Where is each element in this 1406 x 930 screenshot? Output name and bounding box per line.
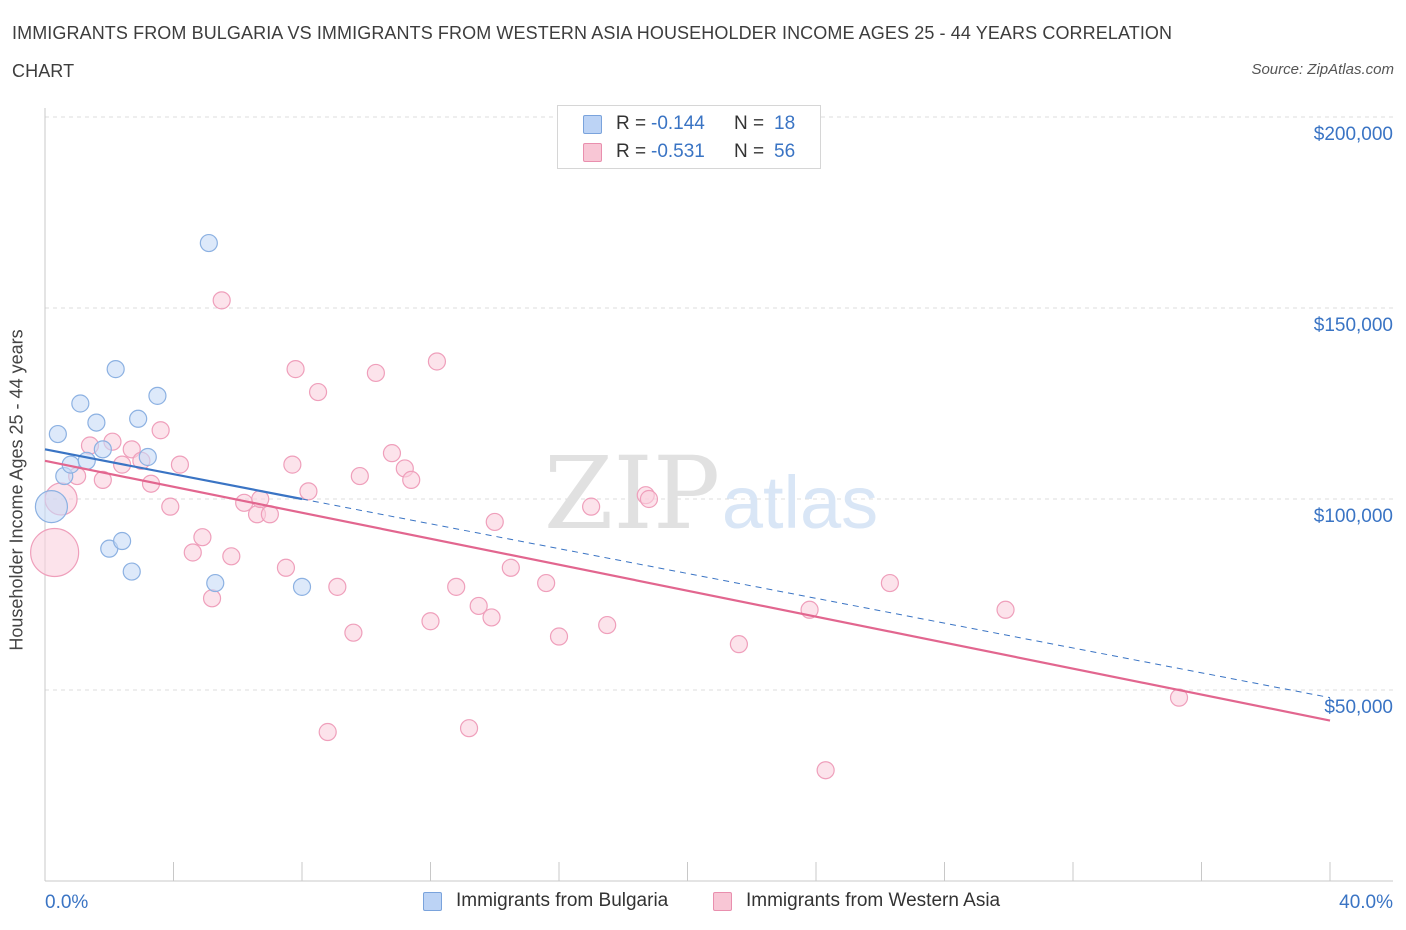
bulgaria-point (71, 394, 90, 413)
bulgaria-point (34, 490, 69, 524)
y-tick-label: $150,000 (1314, 315, 1393, 336)
western-asia-point (482, 608, 501, 627)
bulgaria-point (106, 360, 125, 379)
y-tick-labels: $50,000 $100,000 $150,000 $200,000 (1314, 124, 1393, 718)
title-line-2: CHART (12, 61, 75, 81)
y-tick-label: $100,000 (1314, 506, 1393, 527)
western-asia-point (382, 444, 402, 463)
bulgaria-trend-line (44, 448, 303, 501)
legend-swatch-bulgaria (583, 115, 602, 134)
title-line-1: IMMIGRANTS FROM BULGARIA VS IMMIGRANTS F… (12, 23, 1173, 43)
legend-n-label: N = (734, 113, 765, 134)
bulgaria-point (87, 413, 106, 432)
western-asia-point (996, 600, 1015, 619)
western-asia-point (880, 573, 899, 593)
chart-title: IMMIGRANTS FROM BULGARIA VS IMMIGRANTS F… (12, 20, 1232, 84)
legend-r-value: -0.531 (651, 141, 705, 162)
legend-n-label: N = (734, 141, 765, 162)
legend-n-value: 18 (774, 113, 796, 134)
trend-lines (44, 448, 1331, 722)
western-asia-point (308, 382, 328, 402)
y-tick-label: $50,000 (1324, 697, 1393, 718)
bulgaria-point (148, 386, 167, 405)
bulgaria-point (199, 233, 218, 253)
source-label: Source: ZipAtlas.com (1251, 61, 1394, 78)
western-asia-point (286, 360, 305, 379)
bulgaria-point (206, 573, 225, 593)
data-points (30, 233, 1189, 780)
bulgaria-trend-extension (301, 498, 1331, 699)
watermark-atlas: atlas (722, 461, 878, 544)
series-swatch-western-asia (713, 892, 732, 911)
x-tick-label: 40.0% (1339, 892, 1393, 913)
western-asia-point (30, 527, 80, 578)
western-asia-point (537, 573, 556, 593)
bulgaria-point (292, 577, 312, 596)
bulgaria-point (129, 409, 148, 428)
western-asia-point (816, 761, 835, 780)
western-asia-point (344, 623, 363, 642)
western-asia-point (183, 543, 202, 562)
western-asia-point (639, 489, 659, 509)
western-asia-trend-line (44, 459, 1331, 722)
western-asia-point (328, 577, 347, 596)
western-asia-point (366, 363, 385, 383)
western-asia-point (161, 497, 180, 516)
legend-r-label: R = (616, 113, 647, 134)
series-name-western-asia: Immigrants from Western Asia (746, 890, 1001, 911)
western-asia-point (485, 512, 504, 532)
western-asia-point (469, 596, 488, 616)
y-tick-label: $200,000 (1314, 124, 1393, 145)
western-asia-point (459, 719, 479, 738)
western-asia-point (402, 470, 421, 489)
bulgaria-point (112, 531, 132, 551)
western-asia-point (193, 528, 212, 547)
western-asia-point (582, 497, 601, 516)
bulgaria-point (122, 562, 141, 581)
western-asia-point (202, 589, 222, 608)
western-asia-point (427, 352, 447, 371)
western-asia-point (151, 421, 170, 440)
western-asia-point (283, 455, 302, 474)
western-asia-point (501, 558, 520, 577)
watermark: ZIP atlas (544, 435, 878, 552)
legend-r-label: R = (616, 141, 647, 162)
bulgaria-point (48, 424, 67, 444)
western-asia-point (598, 615, 617, 635)
bulgaria-point (77, 451, 96, 470)
legend-swatch-western-asia (583, 143, 602, 162)
x-tick-labels: 0.0% 40.0% (45, 892, 1393, 913)
western-asia-point (729, 635, 749, 654)
bulgaria-point (93, 440, 112, 459)
watermark-zip: ZIP (544, 435, 720, 552)
western-asia-point (350, 466, 369, 486)
legend-r-value: -0.144 (651, 113, 705, 134)
bulgaria-point (138, 447, 157, 467)
western-asia-point (421, 612, 440, 631)
western-asia-point (549, 627, 569, 646)
stats-legend: R = -0.144 N = 18 R = -0.531 N = 56 (557, 105, 821, 169)
legend-n-value: 56 (774, 141, 796, 162)
western-asia-point (222, 547, 241, 566)
western-asia-point (212, 291, 231, 310)
western-asia-point (170, 455, 190, 474)
x-tick-label: 0.0% (45, 892, 88, 913)
western-asia-point (447, 577, 466, 596)
series-name-bulgaria: Immigrants from Bulgaria (456, 890, 669, 911)
gridlines (45, 116, 1393, 691)
series-swatch-bulgaria (423, 892, 442, 911)
western-asia-point (318, 722, 337, 742)
western-asia-point (299, 482, 318, 501)
western-asia-point (276, 558, 296, 577)
